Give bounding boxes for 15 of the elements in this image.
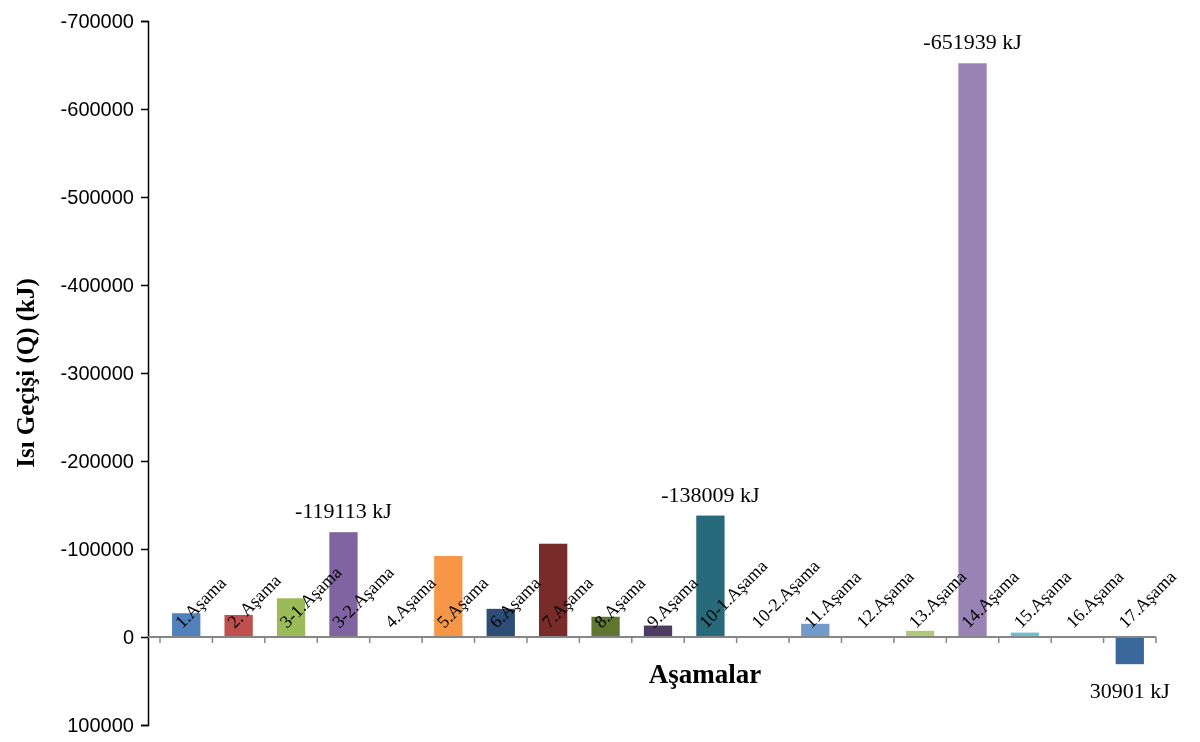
x-axis-title: Aşamalar xyxy=(648,659,762,689)
y-tick-label: -500000 xyxy=(60,185,134,208)
y-tick-label: 100000 xyxy=(67,713,134,736)
y-tick-label: -200000 xyxy=(60,449,134,472)
data-label: -651939 kJ xyxy=(923,29,1023,55)
y-tick-label: -600000 xyxy=(60,97,134,120)
y-tick-label: -400000 xyxy=(60,273,134,296)
y-tick-label: 0 xyxy=(122,625,134,648)
data-label: 30901 kJ xyxy=(1089,678,1171,704)
data-label: -138009 kJ xyxy=(661,481,761,507)
y-axis-title: Isı Geçişi (Q) (kJ) xyxy=(12,278,40,468)
y-tick-label: -700000 xyxy=(60,9,134,32)
y-tick-label: -300000 xyxy=(60,361,134,384)
y-tick-label: -100000 xyxy=(60,537,134,560)
data-label: -119113 kJ xyxy=(295,498,393,524)
